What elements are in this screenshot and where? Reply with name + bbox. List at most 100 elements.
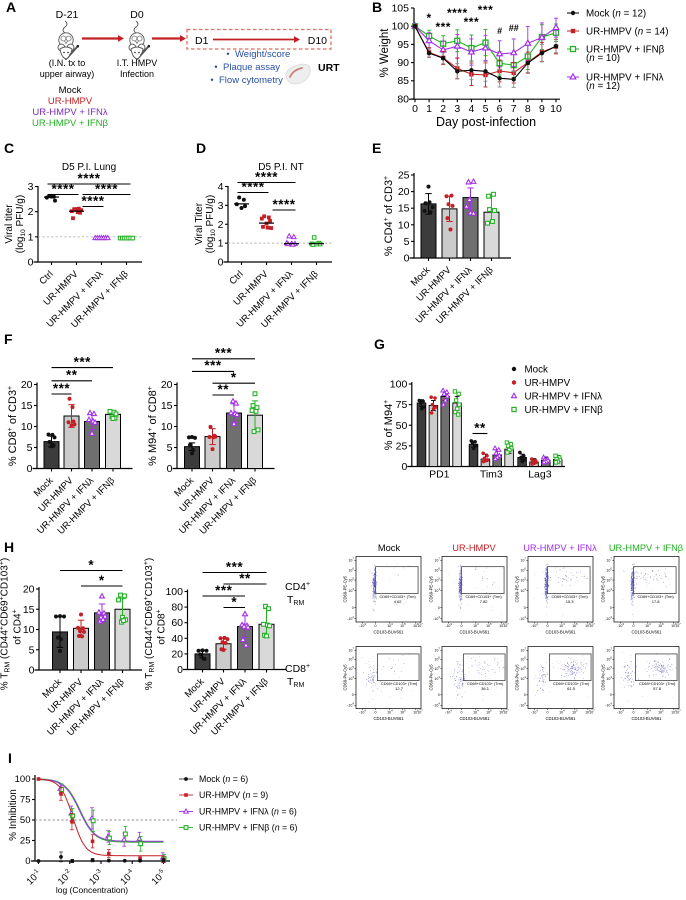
svg-text:TRM: TRM	[287, 594, 304, 607]
svg-text:107: 107	[589, 709, 595, 715]
svg-text:10: 10	[550, 103, 562, 115]
svg-text:***: ***	[215, 583, 233, 598]
svg-text:20: 20	[23, 584, 35, 596]
svg-text:25: 25	[20, 836, 31, 847]
svg-text:0: 0	[28, 257, 34, 269]
svg-text:106: 106	[413, 709, 419, 715]
svg-text:20: 20	[21, 379, 33, 391]
svg-text:90: 90	[397, 57, 409, 69]
svg-text:106: 106	[348, 567, 354, 573]
svg-text:8: 8	[525, 103, 531, 115]
svg-text:UR-HMPV + IFNλ: UR-HMPV + IFNλ	[586, 73, 664, 84]
svg-text:A: A	[6, 0, 16, 15]
svg-text:0: 0	[524, 693, 526, 697]
svg-text:CD69-PE-Cy5: CD69-PE-Cy5	[429, 575, 434, 602]
svg-text:C: C	[4, 140, 14, 156]
svg-text:104: 104	[387, 623, 393, 629]
svg-text:106: 106	[499, 623, 505, 629]
svg-text:PD1: PD1	[429, 469, 450, 481]
svg-text:F: F	[4, 331, 13, 347]
svg-text:***: ***	[53, 381, 71, 396]
svg-text:% of M94+: % of M94+	[383, 400, 395, 451]
svg-text:107: 107	[348, 557, 354, 563]
svg-text:15.3: 15.3	[566, 599, 575, 604]
svg-text:6: 6	[497, 103, 503, 115]
svg-text:UR-HMPV + IFNλ: UR-HMPV + IFNλ	[32, 107, 107, 118]
svg-text:85: 85	[397, 75, 409, 87]
svg-text:****: ****	[51, 181, 74, 196]
svg-text:-104: -104	[617, 623, 624, 629]
svg-text:2: 2	[28, 206, 34, 218]
svg-text:25: 25	[396, 440, 408, 452]
svg-text:105: 105	[400, 623, 406, 629]
svg-text:106: 106	[520, 656, 526, 662]
svg-text:10-5: 10-5	[150, 868, 169, 887]
svg-text:-104: -104	[347, 702, 354, 708]
svg-text:25: 25	[398, 170, 410, 182]
svg-text:E: E	[372, 140, 381, 156]
svg-text:104: 104	[520, 587, 526, 593]
svg-text:Mock: Mock	[59, 85, 82, 96]
svg-text:7: 7	[511, 103, 517, 115]
svg-text:5: 5	[483, 103, 489, 115]
svg-text:*: *	[231, 370, 237, 385]
svg-text:H: H	[4, 539, 14, 555]
svg-text:104: 104	[559, 709, 565, 715]
svg-text:***: ***	[435, 20, 451, 34]
svg-text:CD103-BUV661: CD103-BUV661	[545, 630, 576, 635]
svg-text:2: 2	[440, 103, 446, 115]
svg-text:0: 0	[461, 711, 463, 715]
svg-text:of CD8+: of CD8+	[156, 609, 168, 644]
svg-text:1: 1	[28, 231, 34, 243]
svg-text:105: 105	[572, 623, 578, 629]
svg-text:61.5: 61.5	[567, 686, 576, 691]
svg-text:107: 107	[434, 557, 440, 563]
svg-text:15: 15	[23, 604, 35, 616]
svg-text:12.7: 12.7	[395, 686, 404, 691]
svg-text:CD103-BUV661: CD103-BUV661	[373, 716, 404, 721]
svg-text:106: 106	[413, 623, 419, 629]
svg-text:CD69-PE-Cy5: CD69-PE-Cy5	[343, 575, 348, 602]
svg-text:10: 10	[161, 421, 173, 433]
svg-text:106: 106	[606, 567, 612, 573]
svg-text:106: 106	[520, 567, 526, 573]
svg-text:Viral Titer: Viral Titer	[194, 202, 205, 245]
svg-text:Mock (n = 12): Mock (n = 12)	[586, 9, 646, 20]
svg-text:Tim3: Tim3	[480, 469, 503, 481]
svg-text:****: ****	[272, 197, 295, 212]
svg-text:***: ***	[74, 354, 92, 369]
svg-text:-104: -104	[531, 709, 538, 715]
svg-text:UR-HMPV + IFNλ: UR-HMPV + IFNλ	[523, 543, 597, 553]
svg-text:10: 10	[398, 219, 410, 231]
svg-text:% CD4+ of CD3+: % CD4+ of CD3+	[383, 176, 395, 256]
svg-text:3: 3	[218, 200, 224, 212]
svg-text:50: 50	[396, 420, 408, 432]
svg-text:60: 60	[171, 617, 183, 629]
svg-text:(n = 10): (n = 10)	[586, 53, 620, 64]
svg-text:Day post-infection: Day post-infection	[436, 115, 536, 129]
svg-text:104: 104	[473, 623, 479, 629]
svg-text:107: 107	[520, 557, 526, 563]
svg-text:% TRM (CD44+CD69+CD103+): % TRM (CD44+CD69+CD103+)	[143, 558, 156, 691]
svg-text:104: 104	[348, 675, 354, 681]
svg-text:105: 105	[348, 665, 354, 671]
svg-text:% CD8+ of CD3+: % CD8+ of CD3+	[7, 386, 19, 466]
svg-text:-104: -104	[519, 702, 526, 708]
svg-text:CD69+CD103+ (Trm): CD69+CD103+ (Trm)	[380, 595, 417, 599]
svg-text:****: ****	[81, 193, 104, 208]
svg-text:UR-HMPV: UR-HMPV	[525, 378, 571, 389]
svg-text:*: *	[88, 557, 94, 572]
svg-text:UR-HMPV + IFNβ (n = 6): UR-HMPV + IFNβ (n = 6)	[199, 823, 298, 833]
svg-text:0: 0	[633, 711, 635, 715]
svg-text:0: 0	[524, 606, 526, 610]
svg-text:UR-HMPV (n = 14): UR-HMPV (n = 14)	[586, 27, 668, 38]
svg-text:105: 105	[486, 709, 492, 715]
svg-text:UR-HMPV + IFNλ (n = 6): UR-HMPV + IFNλ (n = 6)	[199, 807, 297, 817]
svg-text:CD103-BUV661: CD103-BUV661	[459, 716, 490, 721]
svg-text:107: 107	[675, 709, 681, 715]
svg-text:17.8: 17.8	[652, 599, 661, 604]
svg-text:105: 105	[391, 2, 409, 14]
svg-text:105: 105	[400, 709, 406, 715]
svg-text:D: D	[196, 140, 206, 156]
svg-text:5: 5	[29, 644, 35, 656]
